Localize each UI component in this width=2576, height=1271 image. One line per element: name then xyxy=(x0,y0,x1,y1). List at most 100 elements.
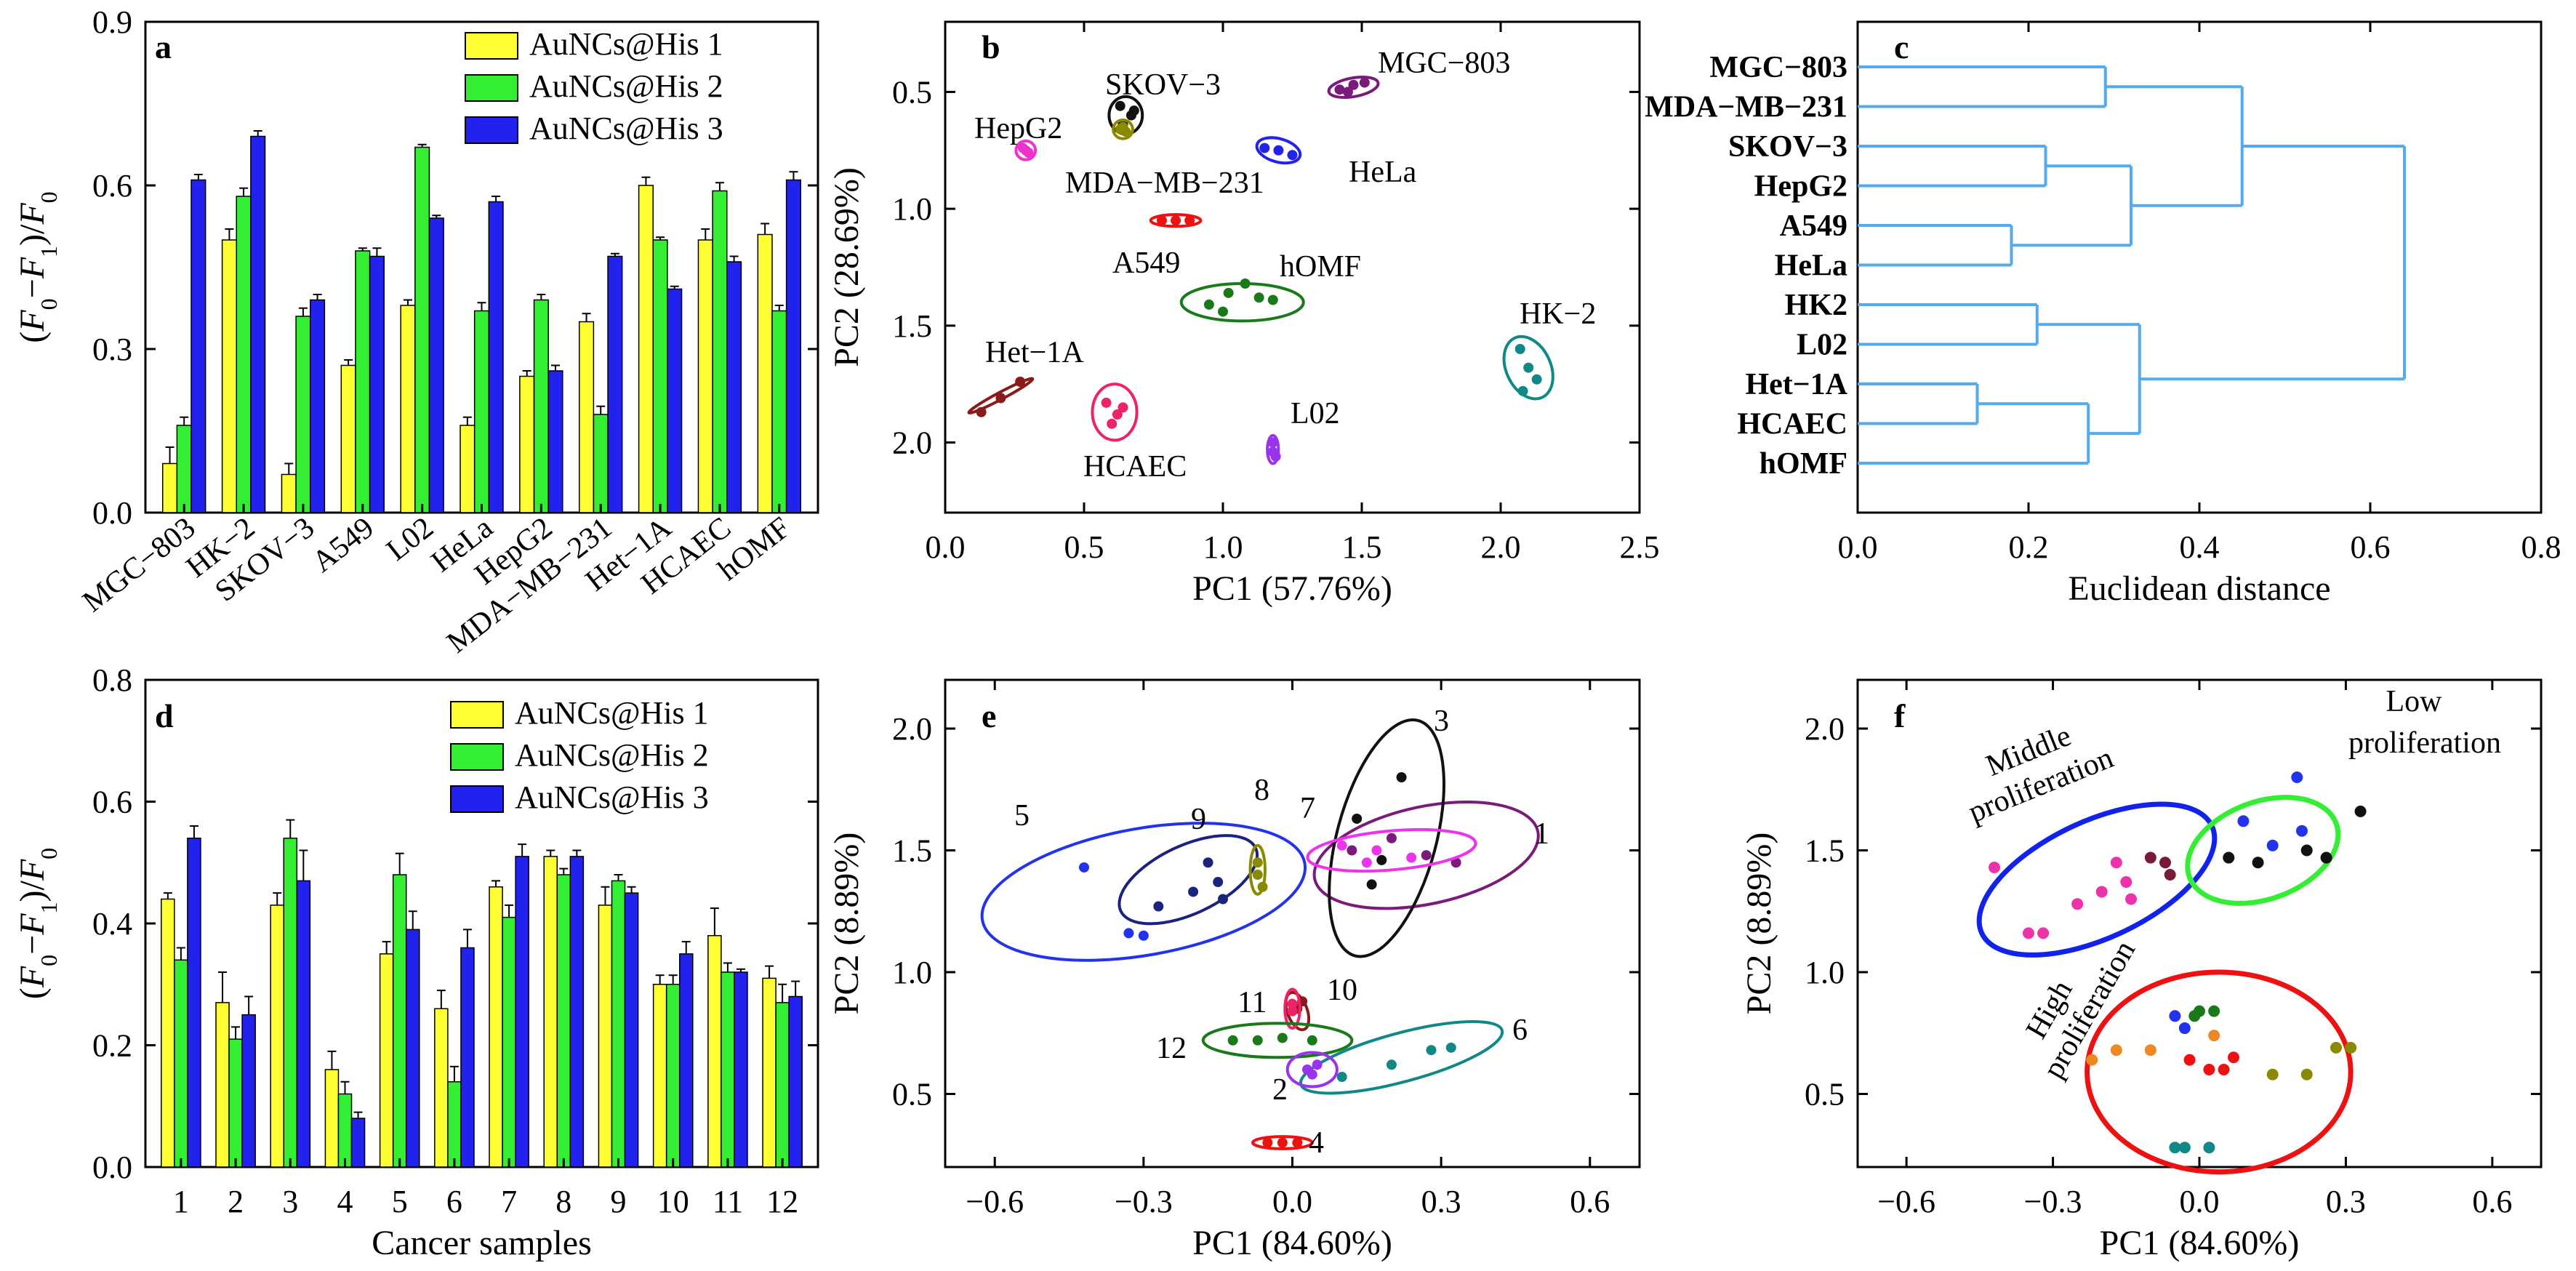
data-point xyxy=(1223,287,1234,298)
panel-letter-b: b xyxy=(982,28,1000,65)
data-point xyxy=(1386,833,1397,843)
data-point xyxy=(2291,771,2303,783)
data-point xyxy=(1107,418,1118,429)
bar xyxy=(161,462,178,513)
y-tick-label: 0.0 xyxy=(92,1150,132,1185)
bar xyxy=(295,316,311,513)
bar xyxy=(712,190,728,513)
data-point xyxy=(1118,402,1128,413)
bar xyxy=(241,1014,256,1168)
data-point xyxy=(1386,1059,1397,1070)
data-point xyxy=(2203,1142,2215,1154)
data-point xyxy=(1336,1072,1347,1083)
panel-letter-c: c xyxy=(1894,28,1909,65)
category-label: 7 xyxy=(501,1184,517,1219)
data-point xyxy=(1396,772,1407,782)
leaf-label: MGC−803 xyxy=(1709,51,1847,84)
group-label: 11 xyxy=(1237,986,1267,1019)
legend-label: AuNCs@His 2 xyxy=(515,737,709,773)
data-point xyxy=(1347,845,1357,856)
data-point xyxy=(2296,825,2308,837)
panel-letter-f: f xyxy=(1894,697,1906,734)
data-point xyxy=(2178,1022,2191,1035)
y-axis-label: (F0−F1)/F0 xyxy=(13,848,62,999)
y-tick-label: 0.5 xyxy=(892,1077,932,1112)
data-point xyxy=(1342,87,1353,97)
data-point xyxy=(1203,299,1214,310)
legend-label: AuNCs@His 3 xyxy=(515,779,709,815)
bar xyxy=(593,414,609,513)
data-point xyxy=(1406,852,1417,863)
group-label: 8 xyxy=(1254,774,1269,807)
confidence-ellipse xyxy=(1283,987,1301,1030)
data-point xyxy=(2300,1068,2313,1080)
data-point xyxy=(2320,851,2332,864)
data-point xyxy=(1156,215,1167,226)
y-tick-label: 0.6 xyxy=(92,168,132,204)
data-point xyxy=(2252,857,2264,869)
data-point xyxy=(2237,815,2250,827)
group-label: Het−1A xyxy=(985,336,1084,369)
group-label: 2 xyxy=(1272,1073,1288,1107)
panel-b-plot-frame xyxy=(944,20,1641,514)
data-point xyxy=(1218,306,1228,317)
data-point xyxy=(2120,876,2132,889)
confidence-ellipse xyxy=(1502,334,1554,401)
y-tick-label: 1.0 xyxy=(892,955,932,990)
data-point xyxy=(2345,1041,2357,1054)
data-point xyxy=(1307,1069,1317,1080)
x-tick-label: 0.0 xyxy=(926,529,966,565)
confidence-ellipse xyxy=(1299,1020,1504,1095)
bar xyxy=(176,425,192,513)
data-point xyxy=(1267,437,1278,448)
y-tick-label: 0.8 xyxy=(92,662,132,698)
bar xyxy=(296,880,311,1168)
data-point xyxy=(1240,278,1251,289)
y-tick-label: 0.5 xyxy=(892,74,932,110)
data-point xyxy=(1514,344,1525,354)
data-point xyxy=(1115,100,1126,111)
data-point xyxy=(1128,105,1139,116)
data-point xyxy=(1336,840,1347,851)
category-label: 6 xyxy=(446,1184,462,1219)
data-point xyxy=(1253,292,1264,303)
bar xyxy=(270,905,285,1168)
bar xyxy=(665,984,681,1168)
data-point xyxy=(1203,857,1213,868)
x-tick-label: −0.3 xyxy=(1115,1184,1173,1219)
data-point xyxy=(2169,1142,2181,1154)
group-label: 7 xyxy=(1300,792,1315,825)
data-point xyxy=(1426,1045,1437,1056)
bar xyxy=(515,856,529,1168)
group-label: MDA−MB−231 xyxy=(1065,167,1264,200)
bar xyxy=(228,1038,243,1168)
confidence-ellipse xyxy=(1118,834,1259,926)
confidence-ellipse xyxy=(1014,139,1038,161)
group-label: 5 xyxy=(1014,799,1030,833)
y-axis-label: PC2 (8.89%) xyxy=(827,833,866,1015)
x-axis-label: Euclidean distance xyxy=(2068,569,2330,608)
x-tick-label: 0.0 xyxy=(2180,1184,2220,1219)
category-label: 1 xyxy=(173,1184,189,1219)
bar xyxy=(489,886,503,1168)
y-tick-label: 1.5 xyxy=(892,308,932,344)
y-axis-label: PC2 (8.89%) xyxy=(1740,833,1778,1015)
bar xyxy=(598,905,613,1168)
data-point xyxy=(2023,927,2034,939)
bar xyxy=(400,305,416,513)
data-point xyxy=(2178,1142,2191,1154)
data-point xyxy=(1267,294,1278,305)
group-label: HepG2 xyxy=(974,112,1062,145)
x-tick-label: 0.0 xyxy=(1272,1184,1312,1219)
bar xyxy=(488,201,504,513)
data-point xyxy=(2203,1064,2215,1075)
group-label: L02 xyxy=(1291,397,1340,430)
legend-swatch xyxy=(465,116,518,144)
bar xyxy=(414,146,430,513)
data-point xyxy=(2354,805,2367,817)
y-tick-label: 1.5 xyxy=(1805,833,1845,869)
panel-c-plot-frame xyxy=(1856,20,2543,514)
panel-e-axes: 1 3 7 5 9 8 10 11 12 6 24 −0.6 −0.3 0.0 0.3 0.6 0.5 1.0 1.… xyxy=(827,678,1641,1262)
data-point xyxy=(1101,397,1112,408)
bar xyxy=(757,233,773,513)
